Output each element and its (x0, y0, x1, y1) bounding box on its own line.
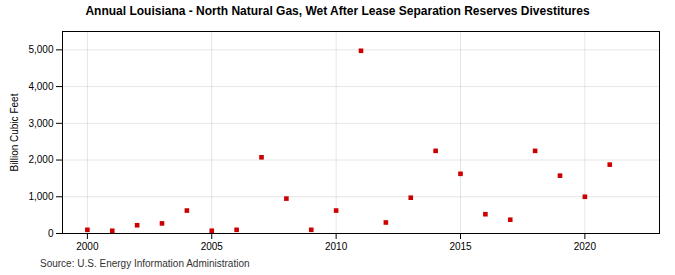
svg-text:Billion Cubic Feet: Billion Cubic Feet (9, 93, 20, 171)
svg-text:3,000: 3,000 (28, 118, 53, 129)
svg-text:5,000: 5,000 (28, 44, 53, 55)
svg-text:2000: 2000 (76, 241, 99, 252)
svg-text:2015: 2015 (449, 241, 472, 252)
svg-text:2010: 2010 (325, 241, 348, 252)
svg-text:0: 0 (48, 228, 54, 239)
svg-text:2,000: 2,000 (28, 154, 53, 165)
svg-text:2005: 2005 (201, 241, 224, 252)
svg-text:2020: 2020 (574, 241, 597, 252)
html-text:Annual Louisiana - North Natur: Annual Louisiana - North Natural Gas, We… (85, 4, 590, 18)
svg-text:1,000: 1,000 (28, 191, 53, 202)
html-text:Source: U.S. Energy Informatio: Source: U.S. Energy Information Administ… (40, 258, 250, 269)
svg-text:4,000: 4,000 (28, 81, 53, 92)
